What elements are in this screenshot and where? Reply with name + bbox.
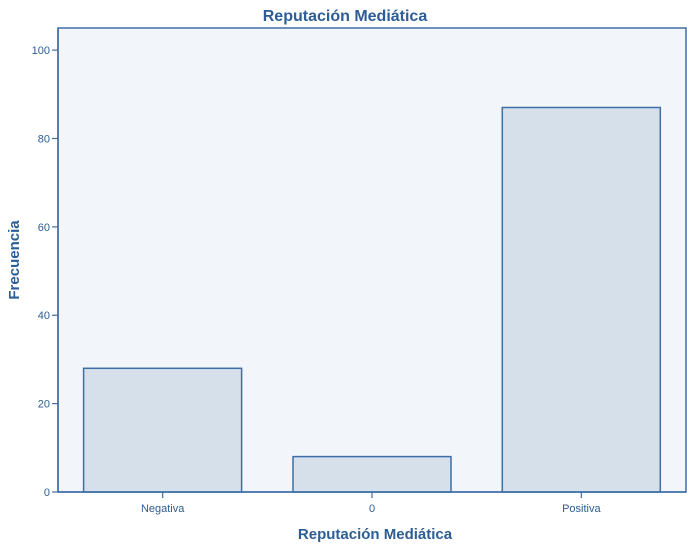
x-tick-label-0: 0 [369,503,375,515]
y-tick-label: 20 [38,399,50,411]
chart-title: Reputación Mediática [263,8,428,25]
y-axis: 0 20 40 60 80 100 [32,28,59,499]
y-tick-label: 60 [38,222,50,234]
bar-0 [292,455,452,493]
y-tick-label: 100 [32,45,50,57]
x-tick-label-positiva: Positiva [562,503,601,515]
x-tick-label-negativa: Negativa [141,503,185,515]
bar-positiva [501,106,662,493]
y-tick-label: 80 [38,133,50,145]
bars-group [82,106,662,493]
bar-negativa [82,367,243,493]
y-tick-label: 40 [38,310,50,322]
x-axis: Negativa 0 Positiva [58,491,686,515]
y-tick-label: 0 [44,487,50,499]
x-axis-label: Reputación Mediática [298,526,453,543]
y-axis-label: Frecuencia [6,220,23,300]
